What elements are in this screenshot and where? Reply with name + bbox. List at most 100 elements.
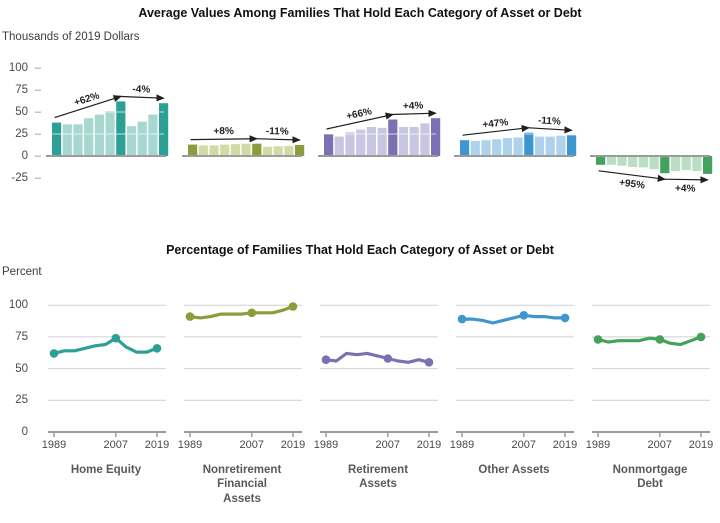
tick-value: 50 bbox=[15, 363, 28, 375]
category-label-nonretirement: Nonretirement Financial Assets bbox=[178, 463, 306, 506]
line-chart-svg: 1989 2007 2019 bbox=[586, 304, 713, 451]
category-label-retirement: Retirement Assets bbox=[314, 463, 442, 492]
bottom-axis-unit-label: Percent bbox=[2, 266, 42, 278]
line-chart-svg: 1989 2007 2019 bbox=[42, 304, 169, 451]
tick-dash: – bbox=[35, 150, 42, 162]
pct-change-annotation: +4% bbox=[675, 183, 696, 194]
tick-dash: – bbox=[35, 84, 42, 96]
category-label-line: Financial bbox=[217, 478, 267, 491]
tick-value: 25 bbox=[15, 394, 28, 406]
tick-dash: – bbox=[35, 172, 42, 184]
pct-change-annotation: -11% bbox=[266, 126, 289, 138]
line-marker bbox=[655, 335, 665, 344]
category-label-other-assets: Other Assets bbox=[450, 463, 578, 477]
tick-value: 25 bbox=[15, 128, 28, 140]
bar-chart-svg: +95% +4% bbox=[590, 89, 713, 195]
year-tick-label: 1989 bbox=[42, 439, 66, 451]
line-marker bbox=[457, 314, 467, 324]
pct-change-annotation: +8% bbox=[213, 126, 234, 137]
category-label-home-equity: Home Equity bbox=[42, 463, 170, 477]
category-label-line: Nonmortgage bbox=[612, 464, 688, 476]
bar-chart-other-assets: +47% -11% bbox=[450, 60, 578, 210]
year-tick-label: 2007 bbox=[376, 439, 400, 451]
year-tick-label: 1989 bbox=[586, 439, 610, 451]
bar-chart-svg: +47% -11% bbox=[454, 89, 577, 157]
line-chart-nonmortgage: 1989 2007 2019 bbox=[586, 298, 714, 458]
year-tick-label: 2007 bbox=[104, 439, 128, 451]
line-marker bbox=[519, 311, 529, 320]
line-chart-other-assets: 1989 2007 2019 bbox=[450, 298, 578, 458]
line-ytick-100: 100 bbox=[0, 298, 28, 312]
bar-ytick-75: 75– bbox=[0, 83, 41, 97]
pct-change-annotation: -4% bbox=[132, 84, 150, 96]
line-marker bbox=[185, 312, 195, 321]
line-marker bbox=[696, 332, 706, 342]
top-axis-unit-label: Thousands of 2019 Dollars bbox=[2, 31, 140, 43]
line-marker bbox=[288, 302, 298, 311]
line-chart-nonretirement: 1989 2007 2019 bbox=[178, 298, 306, 458]
tick-dash: – bbox=[35, 128, 42, 140]
bar-ytick-100: 100– bbox=[0, 61, 41, 75]
bar-chart-nonmortgage: +95% +4% bbox=[586, 60, 714, 210]
category-label-line: Other Assets bbox=[478, 464, 550, 476]
line-marker bbox=[49, 349, 59, 358]
bar-ytick-50: 50– bbox=[0, 105, 41, 119]
bar-chart-svg: +8% -11% bbox=[182, 89, 305, 157]
year-tick-label: 1989 bbox=[450, 439, 474, 451]
category-label-line: Home Equity bbox=[70, 464, 142, 476]
tick-value: 100 bbox=[8, 299, 28, 311]
line-marker bbox=[560, 313, 570, 323]
category-label-nonmortgage: Nonmortgage Debt bbox=[586, 463, 714, 492]
line-chart-svg: 1989 2007 2019 bbox=[178, 302, 305, 451]
bar-ytick-25: 25– bbox=[0, 127, 41, 141]
top-chart-title: Average Values Among Families That Hold … bbox=[138, 6, 582, 20]
line-marker bbox=[247, 308, 257, 318]
line-chart-svg: 1989 2007 2019 bbox=[450, 304, 577, 451]
year-tick-label: 2007 bbox=[648, 439, 672, 451]
tick-value: 75 bbox=[15, 84, 28, 96]
line-ytick-25: 25 bbox=[0, 393, 28, 407]
tick-value: 100 bbox=[8, 62, 28, 74]
year-tick-label: 2019 bbox=[145, 439, 169, 451]
pct-change-annotation: -11% bbox=[538, 115, 562, 127]
year-tick-label: 2019 bbox=[281, 439, 305, 451]
line-marker bbox=[111, 333, 121, 343]
tick-dash: – bbox=[35, 106, 42, 118]
line-marker bbox=[424, 358, 434, 367]
year-tick-label: 2019 bbox=[689, 439, 713, 451]
pct-change-annotation: +4% bbox=[403, 101, 424, 113]
bar-ytick-n25: -25– bbox=[0, 171, 41, 185]
year-tick-label: 1989 bbox=[178, 439, 202, 451]
tick-value: 50 bbox=[15, 106, 28, 118]
pct-change-annotation: +95% bbox=[618, 177, 645, 191]
category-label-line: Nonretirement bbox=[202, 464, 282, 476]
bar-ytick-0: 0– bbox=[0, 149, 42, 163]
line-chart-retirement: 1989 2007 2019 bbox=[314, 298, 442, 458]
line-ytick-75: 75 bbox=[0, 330, 28, 344]
line-marker bbox=[321, 355, 331, 364]
year-tick-label: 2007 bbox=[512, 439, 536, 451]
line-ytick-0: 0 bbox=[0, 425, 28, 439]
pct-change-annotation: +62% bbox=[73, 90, 101, 108]
year-tick-label: 1989 bbox=[314, 439, 338, 451]
category-label-line: Assets bbox=[359, 478, 397, 491]
tick-dash: – bbox=[35, 62, 42, 74]
tick-value: -25 bbox=[11, 172, 28, 184]
line-marker bbox=[593, 335, 603, 344]
bar-chart-svg: +62% -4% bbox=[46, 84, 169, 157]
line-ytick-50: 50 bbox=[0, 362, 28, 376]
category-label-line: Debt bbox=[637, 478, 663, 491]
year-tick-label: 2019 bbox=[417, 439, 441, 451]
bar-chart-svg: +66% +4% bbox=[318, 89, 441, 157]
line-chart-home-equity: 1989 2007 2019 bbox=[42, 298, 170, 458]
bar-chart-home-equity: +62% -4% bbox=[42, 60, 170, 210]
year-tick-label: 2007 bbox=[240, 439, 264, 451]
year-tick-label: 2019 bbox=[553, 439, 577, 451]
bar-chart-nonretirement: +8% -11% bbox=[178, 60, 306, 210]
line-marker bbox=[383, 354, 393, 363]
pct-change-annotation: +47% bbox=[482, 117, 509, 131]
category-label-line: Retirement bbox=[347, 464, 409, 476]
bottom-chart-title: Percentage of Families That Hold Each Ca… bbox=[166, 243, 554, 257]
pct-change-annotation: +66% bbox=[345, 106, 373, 122]
